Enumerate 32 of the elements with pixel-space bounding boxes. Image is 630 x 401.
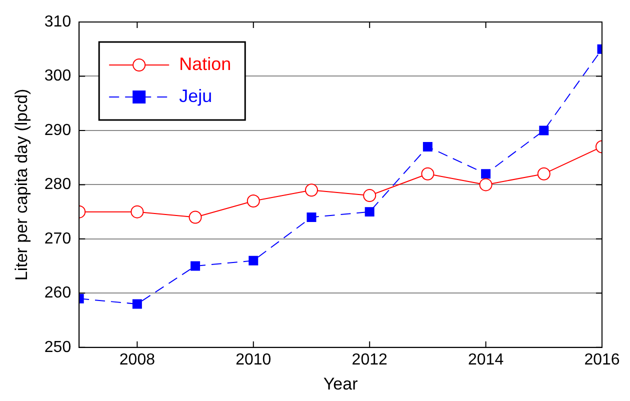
point [479, 178, 492, 192]
y-tick-label: 280 [44, 176, 72, 194]
y-tick-label: 290 [44, 122, 72, 139]
point [422, 142, 432, 152]
point [130, 205, 144, 218]
legend-label: Jeju [179, 86, 212, 106]
point [421, 167, 434, 180]
y-tick-label: 270 [44, 230, 72, 248]
legend-label: Nation [179, 54, 232, 74]
point [132, 299, 142, 309]
y-tick-label: 250 [44, 338, 72, 356]
point [246, 194, 260, 208]
y-tick-label: 310 [44, 13, 72, 30]
y-tick-label: 300 [44, 68, 72, 85]
point [305, 184, 318, 197]
point [190, 261, 200, 271]
point [363, 189, 376, 202]
y-axis-title: Liter per capita day (lpcd) [12, 88, 31, 281]
x-tick-label: 2014 [468, 351, 504, 368]
x-axis-title: Year [323, 374, 358, 394]
point [306, 212, 316, 222]
x-tick-label: 2012 [352, 351, 388, 368]
point [188, 210, 202, 224]
point [537, 167, 550, 180]
x-tick-label: 2010 [236, 351, 272, 368]
point [364, 207, 374, 217]
x-tick-label: 2008 [119, 351, 156, 368]
x-tick-label: 2016 [584, 351, 620, 368]
point [539, 126, 549, 136]
point [248, 256, 258, 266]
point [481, 169, 491, 179]
y-tick-label: 260 [44, 284, 72, 302]
